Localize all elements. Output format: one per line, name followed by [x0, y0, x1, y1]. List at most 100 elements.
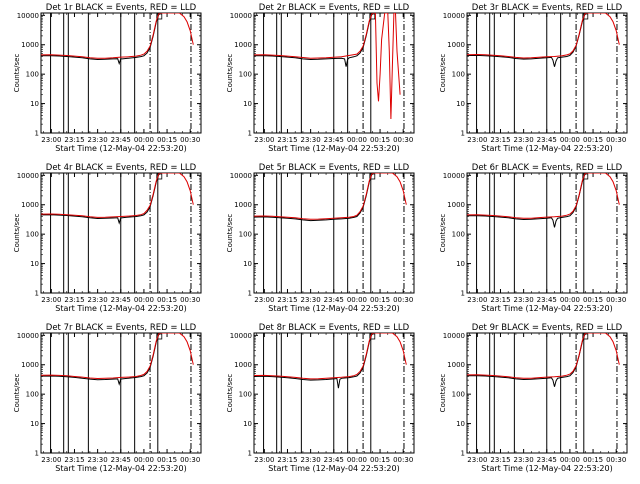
x-tick-label: 23:30: [88, 136, 108, 144]
x-axis-label: Start Time (12-May-04 22:53:20): [481, 304, 612, 313]
y-tick-label: 10000: [230, 172, 252, 180]
y-tick-label: 10: [243, 420, 252, 428]
series-black-events: [467, 333, 586, 387]
y-tick-label: 10000: [443, 12, 465, 20]
y-axis-label: Counts/sec: [439, 214, 447, 253]
x-tick-label: 00:00: [560, 136, 580, 144]
y-tick-label: 10000: [230, 12, 252, 20]
x-tick-label: 00:15: [157, 136, 177, 144]
series-group: [467, 333, 620, 387]
series-group: [254, 333, 407, 389]
x-tick-label: 23:30: [301, 296, 321, 304]
x-tick-label: 00:00: [134, 296, 154, 304]
x-tick-label: 23:00: [254, 296, 274, 304]
x-tick-label: 23:15: [277, 456, 297, 464]
panel-title: Det 2r BLACK = Events, RED = LLD: [259, 3, 410, 13]
series-black-events: [41, 333, 160, 386]
x-tick-label: 00:30: [393, 456, 413, 464]
x-tick-label: 00:30: [393, 136, 413, 144]
panel-6: Det 6r BLACK = Events, RED = LLD 1 10 100 10…: [439, 163, 628, 313]
x-tick-label: 23:30: [88, 456, 108, 464]
series-group: [467, 13, 620, 67]
x-tick-label: 00:30: [180, 456, 200, 464]
panel-title: Det 4r BLACK = Events, RED = LLD: [46, 163, 197, 173]
series-group: [254, 173, 407, 222]
y-tick-label: 10000: [443, 172, 465, 180]
x-tick-label: 23:30: [88, 296, 108, 304]
x-tick-label: 23:45: [324, 296, 344, 304]
panel-title: Det 8r BLACK = Events, RED = LLD: [259, 323, 410, 333]
panel-8: Det 8r BLACK = Events, RED = LLD 1 10 100 10…: [226, 323, 415, 473]
panel-title: Det 5r BLACK = Events, RED = LLD: [259, 163, 410, 173]
series-black-events: [41, 173, 160, 225]
x-tick-label: 23:00: [41, 456, 61, 464]
series-red-lld: [254, 173, 407, 220]
panel-2: Det 2r BLACK = Events, RED = LLD 1 10 100 10…: [226, 3, 415, 153]
x-tick-label: 00:30: [393, 296, 413, 304]
series-red-lld: [41, 333, 194, 380]
series-red-lld: [467, 173, 620, 219]
series-black-events: [467, 173, 586, 228]
y-tick-label: 10: [456, 260, 465, 268]
y-tick-label: 1: [461, 450, 465, 458]
x-tick-label: 00:15: [370, 296, 390, 304]
x-tick-label: 23:15: [277, 296, 297, 304]
x-tick-label: 23:15: [490, 296, 510, 304]
x-tick-label: 23:00: [467, 136, 487, 144]
x-tick-label: 23:15: [64, 136, 84, 144]
y-tick-label: 1000: [234, 361, 252, 369]
y-axis-label: Counts/sec: [439, 54, 447, 93]
x-tick-label: 23:45: [111, 456, 131, 464]
series-group: [41, 13, 194, 66]
panel-9: Det 9r BLACK = Events, RED = LLD 1 10 100 10…: [439, 323, 628, 473]
x-tick-label: 23:00: [41, 136, 61, 144]
series-group: [41, 333, 194, 386]
x-tick-label: 23:30: [514, 136, 534, 144]
y-axis-label: Counts/sec: [226, 374, 234, 413]
panel-4: Det 4r BLACK = Events, RED = LLD 1 10 100 10…: [13, 163, 202, 313]
y-axis-label: Counts/sec: [226, 54, 234, 93]
x-tick-label: 00:30: [180, 136, 200, 144]
series-red-lld: [467, 13, 620, 59]
x-tick-label: 23:45: [324, 456, 344, 464]
panel-title: Det 9r BLACK = Events, RED = LLD: [472, 323, 623, 333]
y-tick-label: 100: [26, 391, 39, 399]
y-tick-label: 10000: [17, 172, 39, 180]
y-tick-label: 1000: [447, 41, 465, 49]
series-red-lld: [467, 333, 620, 379]
x-tick-label: 23:00: [41, 296, 61, 304]
y-tick-label: 10: [456, 420, 465, 428]
x-tick-label: 00:15: [583, 136, 603, 144]
x-axis-label: Start Time (12-May-04 22:53:20): [268, 464, 399, 473]
y-tick-label: 1000: [21, 41, 39, 49]
x-tick-label: 23:00: [467, 296, 487, 304]
panel-title: Det 6r BLACK = Events, RED = LLD: [472, 163, 623, 173]
x-tick-label: 00:00: [560, 456, 580, 464]
x-tick-label: 23:00: [254, 136, 274, 144]
x-axis-label: Start Time (12-May-04 22:53:20): [481, 464, 612, 473]
y-tick-label: 1: [248, 450, 252, 458]
y-axis-label: Counts/sec: [13, 374, 21, 413]
x-axis-label: Start Time (12-May-04 22:53:20): [268, 144, 399, 153]
y-tick-label: 100: [26, 231, 39, 239]
y-tick-label: 100: [239, 71, 252, 79]
panel-title: Det 3r BLACK = Events, RED = LLD: [472, 3, 623, 13]
y-tick-label: 10: [30, 100, 39, 108]
y-tick-label: 1000: [447, 361, 465, 369]
y-tick-label: 10: [30, 420, 39, 428]
y-tick-label: 1000: [234, 201, 252, 209]
x-tick-label: 23:45: [111, 296, 131, 304]
series-group: [254, 13, 401, 120]
x-tick-label: 23:15: [277, 136, 297, 144]
series-red-lld: [41, 13, 194, 59]
y-tick-label: 1: [248, 130, 252, 138]
y-tick-label: 1: [35, 450, 39, 458]
x-tick-label: 23:30: [301, 136, 321, 144]
series-group: [467, 173, 620, 228]
y-tick-label: 10: [243, 100, 252, 108]
x-tick-label: 00:15: [583, 456, 603, 464]
series-group: [41, 173, 194, 225]
x-tick-label: 23:15: [64, 296, 84, 304]
